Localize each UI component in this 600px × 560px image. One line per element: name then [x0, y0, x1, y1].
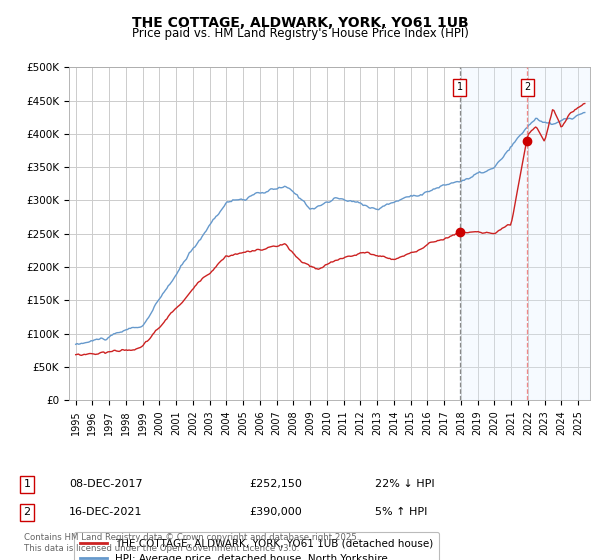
- Text: 08-DEC-2017: 08-DEC-2017: [69, 479, 143, 489]
- Bar: [460, 67, 590, 400]
- Text: THE COTTAGE, ALDWARK, YORK, YO61 1UB: THE COTTAGE, ALDWARK, YORK, YO61 1UB: [131, 16, 469, 30]
- Text: 22% ↓ HPI: 22% ↓ HPI: [375, 479, 434, 489]
- Text: £390,000: £390,000: [249, 507, 302, 517]
- Text: 2: 2: [524, 82, 530, 92]
- Text: 1: 1: [23, 479, 31, 489]
- Text: 1: 1: [457, 82, 463, 92]
- Legend: THE COTTAGE, ALDWARK, YORK, YO61 1UB (detached house), HPI: Average price, detac: THE COTTAGE, ALDWARK, YORK, YO61 1UB (de…: [74, 532, 439, 560]
- Text: Contains HM Land Registry data © Crown copyright and database right 2025.
This d: Contains HM Land Registry data © Crown c…: [24, 533, 359, 553]
- Text: 16-DEC-2021: 16-DEC-2021: [69, 507, 143, 517]
- Text: £252,150: £252,150: [249, 479, 302, 489]
- Text: 5% ↑ HPI: 5% ↑ HPI: [375, 507, 427, 517]
- Text: 2: 2: [23, 507, 31, 517]
- Text: Price paid vs. HM Land Registry's House Price Index (HPI): Price paid vs. HM Land Registry's House …: [131, 27, 469, 40]
